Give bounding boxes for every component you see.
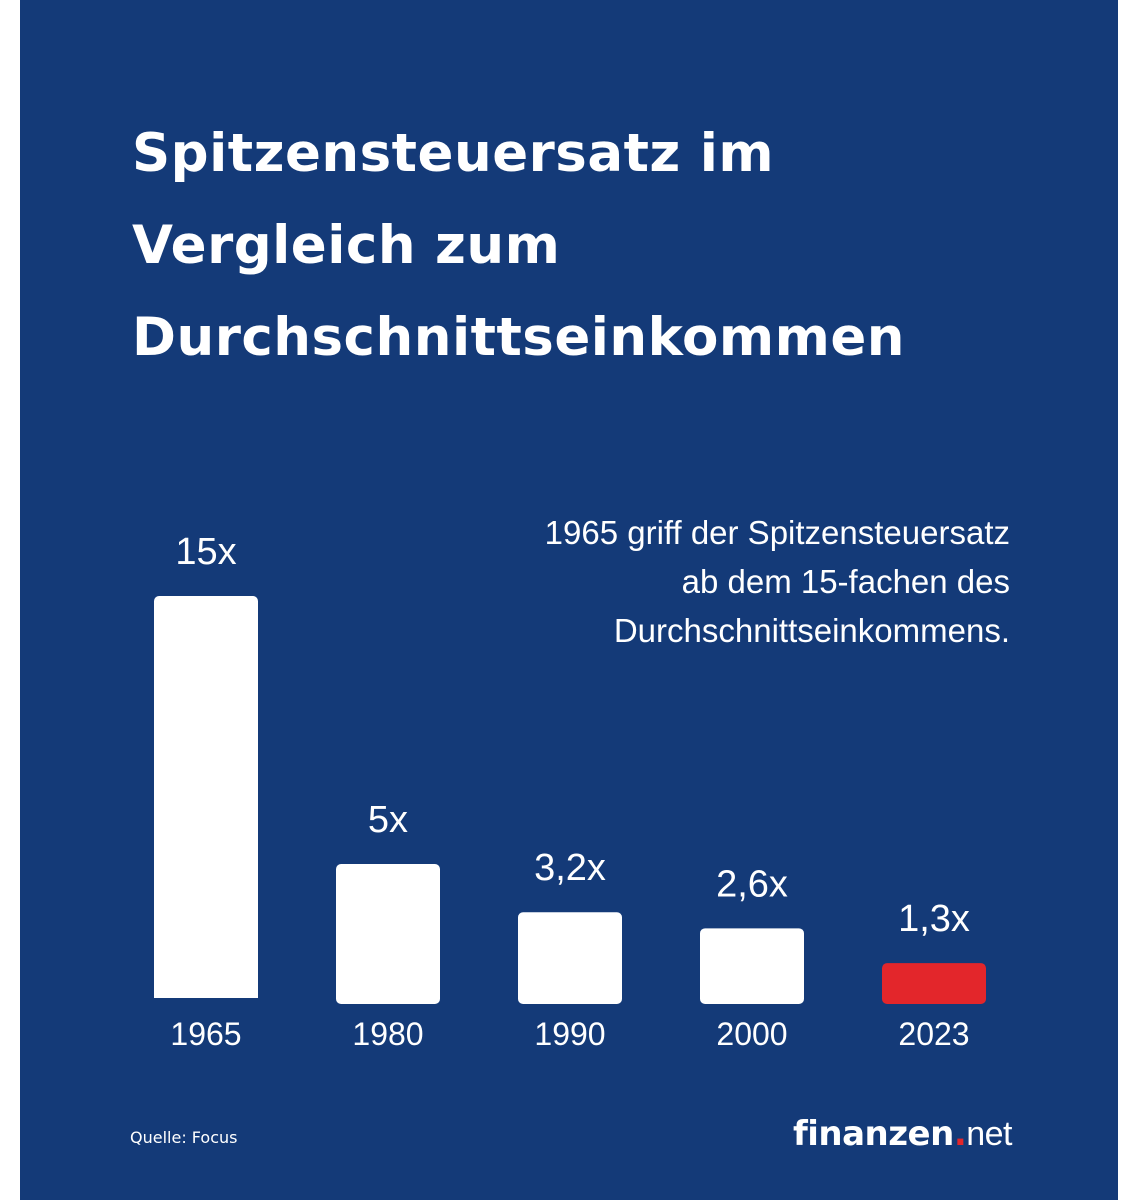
- x-tick-2023: 2023: [898, 1016, 969, 1052]
- annotation-line-1: 1965 griff der Spitzensteuersatz: [544, 514, 1010, 551]
- bar-2000: [700, 928, 804, 1004]
- x-tick-1990: 1990: [534, 1016, 605, 1052]
- bar-1990: [518, 912, 622, 1004]
- title-line-1: Spitzensteuersatz im: [132, 123, 775, 184]
- source-note: Quelle: Focus: [130, 1128, 238, 1147]
- logo-light: net: [966, 1115, 1012, 1153]
- infographic-card: Spitzensteuersatz im Vergleich zum Durch…: [20, 0, 1118, 1200]
- annotation-line-2: ab dem 15-fachen des: [681, 563, 1010, 600]
- logo-dot: .: [953, 1114, 967, 1154]
- x-tick-1965: 1965: [170, 1016, 241, 1052]
- data-label-2000: 2,6x: [716, 863, 788, 905]
- title-line-3: Durchschnittseinkommen: [132, 307, 906, 368]
- chart-title: Spitzensteuersatz im Vergleich zum Durch…: [132, 108, 1072, 384]
- chart-annotation: 1965 griff der Spitzensteuersatz ab dem …: [370, 508, 1010, 655]
- bar-2023: [882, 963, 986, 1004]
- bar-chart: 15x 1965 5x 1980 3,2x 1990 2,6x 2000 1,3x 2023: [20, 531, 1118, 1052]
- data-label-1990: 3,2x: [534, 847, 606, 889]
- data-label-1965: 15x: [175, 531, 236, 573]
- annotation-line-3: Durchschnittseinkommens.: [613, 612, 1010, 649]
- x-tick-1980: 1980: [352, 1016, 423, 1052]
- finanzen-logo: finanzen.net: [792, 1114, 1013, 1154]
- bar-1965: [154, 596, 258, 1004]
- bar-1980: [336, 864, 440, 1004]
- data-label-1980: 5x: [368, 799, 408, 841]
- title-line-2: Vergleich zum: [132, 215, 561, 276]
- logo-strong: finanzen: [792, 1114, 954, 1154]
- data-label-2023: 1,3x: [898, 898, 970, 940]
- x-tick-2000: 2000: [716, 1016, 787, 1052]
